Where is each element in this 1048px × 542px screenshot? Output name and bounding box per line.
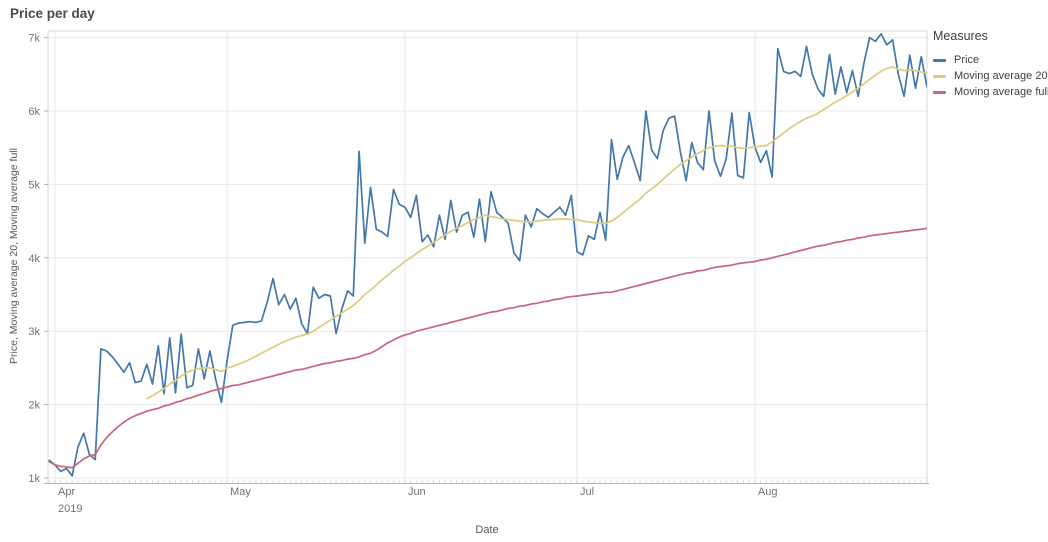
y-axis-tick-label: 7k bbox=[28, 33, 40, 45]
legend-title: Measures bbox=[933, 29, 988, 43]
x-axis-year-label: 2019 bbox=[58, 503, 82, 515]
x-axis-month-label: Apr bbox=[58, 486, 75, 498]
x-axis-title: Date bbox=[475, 524, 499, 536]
legend-dash-icon bbox=[933, 58, 946, 62]
moving-average-20-line[interactable] bbox=[145, 66, 927, 400]
y-axis-tick-label: 3k bbox=[28, 326, 40, 338]
legend-item-moving-average-20[interactable]: Moving average 20 bbox=[933, 68, 1048, 84]
legend-dash-icon bbox=[933, 74, 946, 78]
x-axis-month-label: Jul bbox=[580, 486, 594, 498]
legend-item-label: Price bbox=[954, 54, 980, 66]
x-axis-month-label: May bbox=[230, 486, 251, 498]
moving-average-full-line[interactable] bbox=[48, 227, 927, 469]
x-axis-month-label: Jun bbox=[408, 486, 426, 498]
y-axis-tick-label: 5k bbox=[28, 179, 40, 191]
chart-title: Price per day bbox=[10, 6, 95, 21]
legend-item-label: Moving average 20 bbox=[954, 70, 1048, 82]
legend-item-price[interactable]: Price bbox=[933, 52, 1045, 68]
y-axis-tick-label: 2k bbox=[28, 400, 40, 412]
legend-item-moving-average-full[interactable]: Moving average full bbox=[933, 84, 1048, 100]
y-axis-tick-label: 1k bbox=[28, 473, 40, 485]
legend-item-label: Moving average full bbox=[954, 86, 1048, 98]
y-axis-title: Price, Moving average 20, Moving average… bbox=[8, 148, 20, 364]
y-axis-tick-label: 6k bbox=[28, 106, 40, 118]
plot-area[interactable] bbox=[48, 31, 927, 483]
legend-dash-icon bbox=[933, 90, 946, 94]
x-axis-month-label: Aug bbox=[758, 486, 778, 498]
y-axis-tick-label: 4k bbox=[28, 253, 40, 265]
legend-items: Price Moving average 20 Moving average ful… bbox=[933, 52, 1048, 100]
legend: Measures Price Moving average 20 Moving av… bbox=[933, 29, 1048, 100]
